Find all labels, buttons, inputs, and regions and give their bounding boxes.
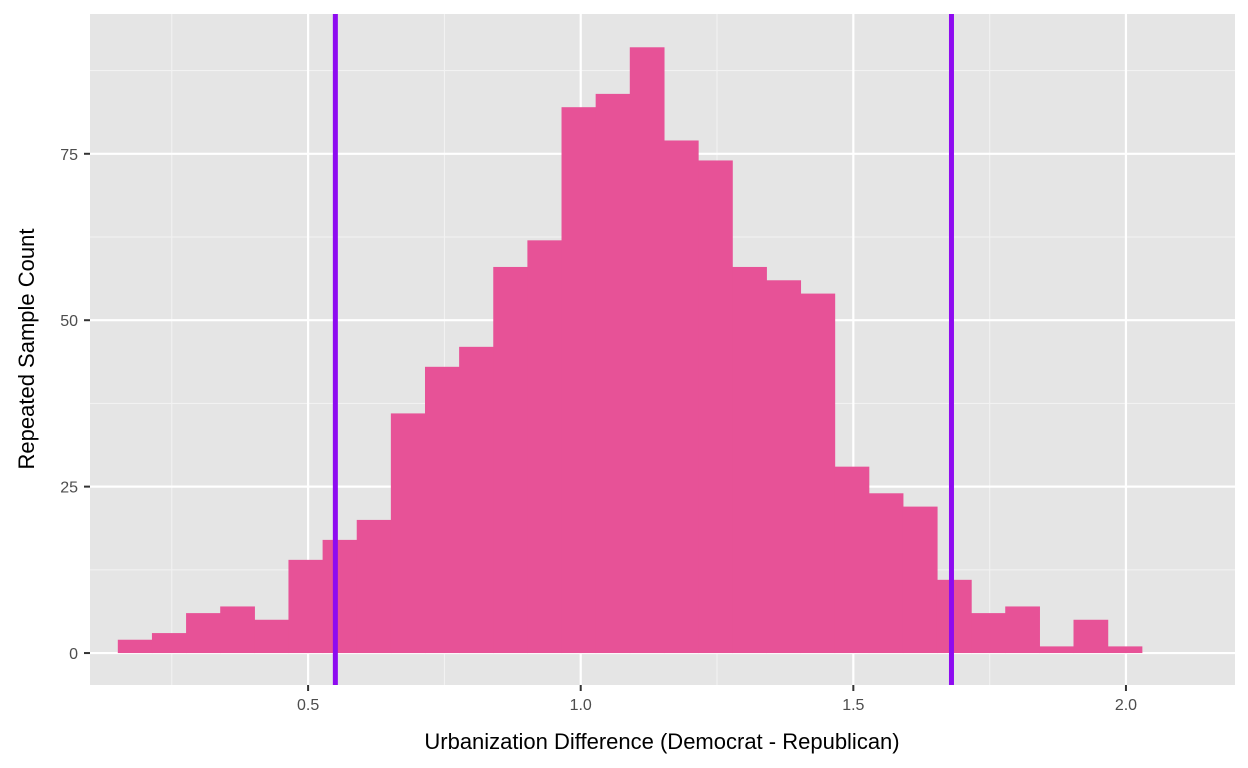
histogram-bar: [151, 633, 187, 654]
histogram-bar: [732, 266, 767, 654]
x-tick-label: 0.5: [297, 697, 319, 714]
y-axis-title: Repeated Sample Count: [14, 229, 39, 470]
histogram-bar: [1005, 606, 1040, 654]
y-tick-label: 50: [60, 313, 78, 330]
histogram-bar: [356, 519, 392, 654]
histogram-bars: [117, 47, 1143, 654]
histogram-bar: [834, 466, 870, 654]
x-axis-ticks: 0.5 1.0 1.5 2.0: [297, 685, 1137, 714]
histogram-bar: [902, 506, 938, 654]
histogram-bar: [698, 160, 733, 654]
x-tick-label: 1.0: [570, 697, 592, 714]
interval-lines: [332, 14, 954, 685]
x-tick-label: 1.5: [842, 697, 864, 714]
histogram-bar: [1073, 619, 1109, 654]
histogram-bar: [220, 606, 255, 654]
histogram-bar: [493, 266, 528, 654]
y-axis-ticks: 0 25 50 75: [60, 147, 90, 663]
histogram-bar: [663, 140, 699, 654]
histogram-bar: [186, 613, 221, 654]
y-tick-label: 0: [69, 646, 78, 663]
histogram-bar: [254, 619, 290, 654]
histogram-bar: [1039, 646, 1075, 654]
histogram-bar: [424, 366, 460, 654]
histogram-bar: [322, 539, 358, 654]
histogram-bar: [936, 579, 972, 654]
histogram-bar: [629, 47, 665, 654]
histogram-bar: [868, 493, 904, 654]
x-tick-label: 2.0: [1115, 697, 1137, 714]
histogram-bar: [288, 559, 324, 654]
histogram-bar: [527, 240, 563, 654]
histogram-bar: [595, 93, 631, 654]
y-tick-label: 75: [60, 147, 78, 164]
histogram-bar: [459, 346, 494, 654]
histogram-bar: [390, 413, 426, 654]
x-axis-title: Urbanization Difference (Democrat - Repu…: [424, 729, 899, 754]
histogram-bar: [117, 639, 153, 654]
histogram-bar: [1107, 646, 1143, 654]
histogram-bar: [971, 613, 1006, 654]
histogram-bar: [766, 280, 802, 654]
histogram-bar: [800, 293, 836, 654]
histogram-bar: [561, 107, 597, 654]
y-tick-label: 25: [60, 480, 78, 497]
